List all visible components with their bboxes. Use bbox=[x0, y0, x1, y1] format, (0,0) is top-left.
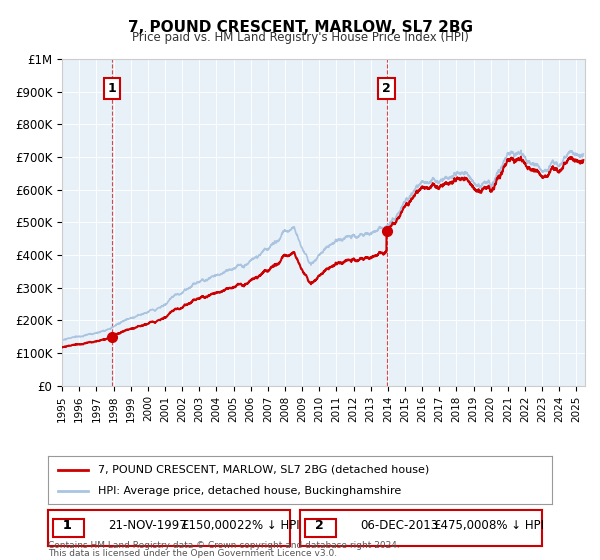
Text: 21-NOV-1997: 21-NOV-1997 bbox=[109, 520, 187, 533]
Text: 8% ↓ HPI: 8% ↓ HPI bbox=[488, 520, 544, 533]
Text: 22% ↓ HPI: 22% ↓ HPI bbox=[236, 520, 299, 533]
Text: 2: 2 bbox=[315, 520, 324, 533]
FancyBboxPatch shape bbox=[53, 519, 84, 537]
Text: Price paid vs. HM Land Registry's House Price Index (HPI): Price paid vs. HM Land Registry's House … bbox=[131, 31, 469, 44]
FancyBboxPatch shape bbox=[305, 519, 336, 537]
Text: This data is licensed under the Open Government Licence v3.0.: This data is licensed under the Open Gov… bbox=[48, 549, 337, 558]
Text: 1: 1 bbox=[107, 82, 116, 95]
Text: HPI: Average price, detached house, Buckinghamshire: HPI: Average price, detached house, Buck… bbox=[98, 486, 401, 496]
Text: Contains HM Land Registry data © Crown copyright and database right 2024.: Contains HM Land Registry data © Crown c… bbox=[48, 541, 400, 550]
Text: 06-DEC-2013: 06-DEC-2013 bbox=[361, 520, 439, 533]
Text: 2: 2 bbox=[382, 82, 391, 95]
Text: 7, POUND CRESCENT, MARLOW, SL7 2BG (detached house): 7, POUND CRESCENT, MARLOW, SL7 2BG (deta… bbox=[98, 465, 430, 475]
Text: £475,000: £475,000 bbox=[433, 520, 489, 533]
Text: 7, POUND CRESCENT, MARLOW, SL7 2BG: 7, POUND CRESCENT, MARLOW, SL7 2BG bbox=[128, 20, 473, 35]
Text: £150,000: £150,000 bbox=[181, 520, 236, 533]
Text: 1: 1 bbox=[63, 520, 72, 533]
Text: 1: 1 bbox=[63, 520, 72, 533]
